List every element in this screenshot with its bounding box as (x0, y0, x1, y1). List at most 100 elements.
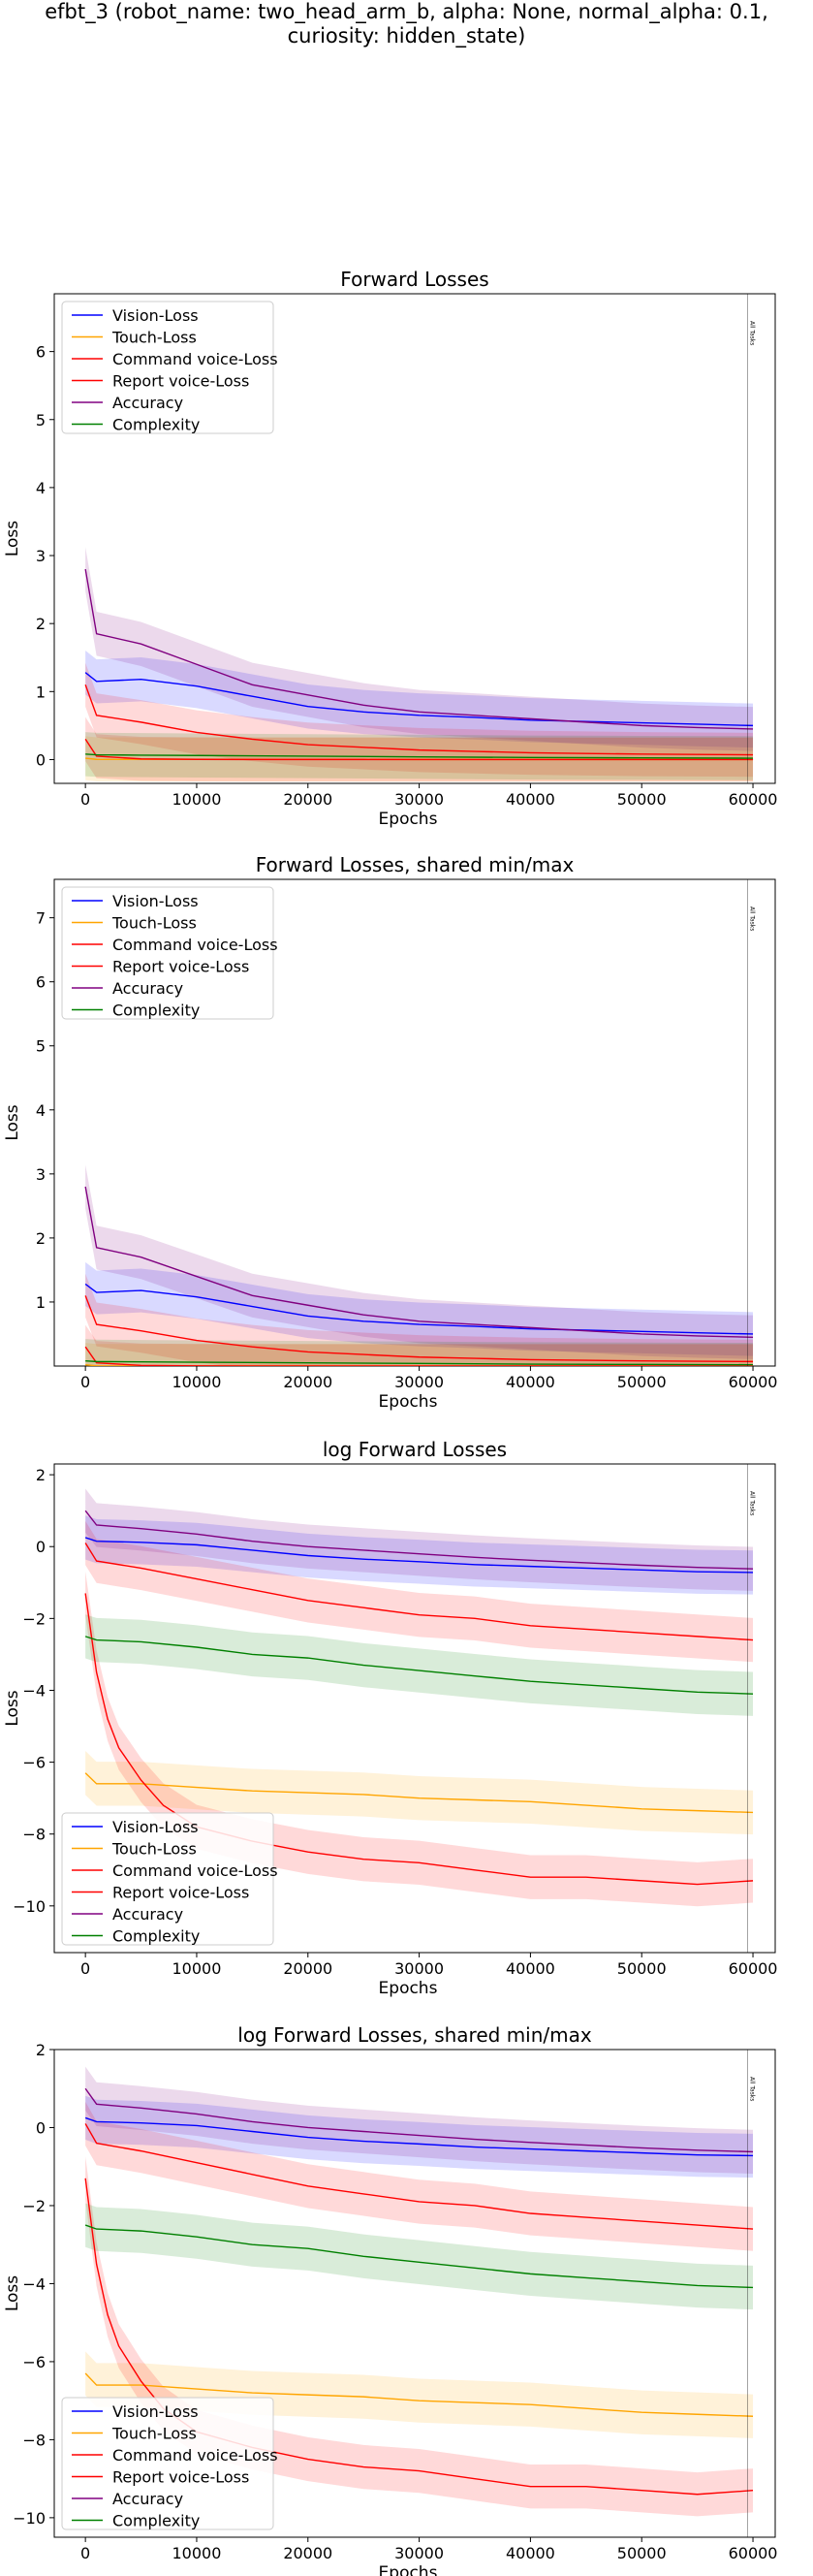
y-tick-label: −2 (22, 2197, 46, 2215)
chart-legend: Vision-Loss Touch-Loss Command voice-Loss R… (61, 1812, 278, 1946)
task-boundary-label: All Tasks (748, 1491, 755, 1515)
chart-title: Forward Losses (340, 268, 488, 291)
legend-box (61, 886, 274, 1020)
x-tick-label: 40000 (506, 1373, 555, 1391)
legend-label: Accuracy (112, 394, 183, 412)
x-tick-label: 10000 (172, 1373, 222, 1391)
suptitle-line-2: curiosity: hidden_state) (287, 24, 526, 48)
series-line-touch-loss (84, 1772, 754, 1814)
y-axis-label: Loss (3, 2275, 22, 2311)
legend-label: Touch-Loss (111, 329, 197, 347)
chart-panel-2: Forward Losses, shared min/max All Tasks 0… (3, 853, 777, 1412)
series-line-accuracy (84, 1186, 754, 1338)
y-tick-label: 6 (36, 343, 46, 362)
task-boundary-label: All Tasks (748, 906, 755, 931)
y-tick-label: 0 (36, 2118, 46, 2137)
plot-series-group (84, 1164, 754, 1366)
x-tick-label: 0 (80, 1373, 90, 1391)
series-line-accuracy (84, 2087, 754, 2153)
task-boundary-label: All Tasks (748, 321, 755, 345)
y-tick-label: 4 (36, 1101, 46, 1120)
legend-box (61, 301, 274, 434)
x-tick-label: 10000 (172, 1959, 222, 1978)
y-tick-label: −4 (22, 2274, 46, 2293)
legend-label: Command voice-Loss (112, 2446, 278, 2465)
y-tick-label: 6 (36, 973, 46, 992)
legend-box (61, 1812, 274, 1946)
y-tick-label: −8 (22, 2431, 46, 2449)
x-tick-label: 0 (80, 790, 90, 809)
legend-label: Touch-Loss (111, 1840, 197, 1859)
legend-label: Report voice-Loss (112, 1884, 249, 1902)
y-tick-label: −8 (22, 1826, 46, 1844)
y-tick-label: −6 (22, 2353, 46, 2371)
y-tick-label: 2 (36, 2041, 46, 2059)
x-tick-label: 50000 (617, 790, 667, 809)
series-band-command-voice-loss (85, 1324, 754, 1366)
series-line-report-voice-loss (84, 684, 754, 756)
task-boundary-label: All Tasks (748, 2077, 755, 2101)
chart-title: Forward Losses, shared min/max (256, 853, 575, 876)
series-line-vision-loss (84, 1283, 754, 1335)
legend-label: Accuracy (112, 1905, 183, 1924)
y-tick-label: 5 (36, 1037, 46, 1056)
series-band-accuracy (85, 547, 754, 751)
series-line-vision-loss (84, 2116, 754, 2157)
series-band-touch-loss (85, 1751, 754, 1835)
y-tick-label: 1 (36, 683, 46, 701)
y-tick-label: 0 (36, 750, 46, 769)
legend-label: Complexity (112, 416, 200, 434)
legend-label: Touch-Loss (111, 914, 197, 933)
y-tick-label: 7 (36, 909, 46, 928)
x-tick-label: 60000 (729, 2544, 778, 2562)
series-band-touch-loss (85, 2351, 754, 2438)
legend-label: Command voice-Loss (112, 350, 278, 368)
suptitle-line-1: efbt_3 (robot_name: two_head_arm_b, alph… (45, 0, 768, 23)
series-line-command-voice-loss (84, 1346, 754, 1366)
x-tick-label: 30000 (394, 2544, 444, 2562)
series-line-report-voice-loss (84, 1542, 754, 1641)
x-tick-label: 60000 (729, 1373, 778, 1391)
series-band-complexity (85, 1614, 754, 1716)
y-tick-label: −10 (13, 2509, 46, 2528)
series-band-vision-loss (85, 650, 754, 748)
y-axis-label: Loss (3, 521, 22, 557)
y-tick-label: −10 (13, 1897, 46, 1916)
legend-label: Complexity (112, 2512, 200, 2530)
x-tick-label: 60000 (729, 1959, 778, 1978)
x-tick-label: 50000 (617, 1959, 667, 1978)
legend-label: Complexity (112, 1927, 200, 1946)
series-band-complexity (85, 1339, 754, 1366)
x-tick-label: 50000 (617, 2544, 667, 2562)
x-axis-label: Epochs (379, 1979, 438, 1998)
legend-label: Command voice-Loss (112, 936, 278, 954)
x-tick-label: 10000 (172, 2544, 222, 2562)
x-tick-label: 40000 (506, 790, 555, 809)
series-band-command-voice-loss (85, 716, 754, 782)
y-tick-label: −4 (22, 1681, 46, 1700)
series-band-report-voice-loss (85, 1273, 754, 1366)
series-band-complexity (85, 732, 754, 780)
chart-title: log Forward Losses (323, 1438, 507, 1461)
y-tick-label: 3 (36, 1165, 46, 1184)
y-tick-label: 5 (36, 411, 46, 429)
series-band-report-voice-loss (85, 1520, 754, 1663)
legend-label: Vision-Loss (112, 306, 199, 325)
y-tick-label: 2 (36, 615, 46, 633)
series-line-report-voice-loss (84, 2123, 754, 2230)
chart-panel-1: Forward Losses All Tasks 0 10000 20000 30000 4… (3, 268, 777, 829)
series-line-complexity (84, 2224, 754, 2289)
series-line-vision-loss (84, 672, 754, 727)
series-band-accuracy (85, 2066, 754, 2175)
series-line-vision-loss (84, 1537, 754, 1574)
figure-suptitle: efbt_3 (robot_name: two_head_arm_b, alph… (0, 0, 813, 48)
legend-label: Report voice-Loss (112, 372, 249, 391)
series-line-command-voice-loss (84, 739, 754, 761)
x-tick-label: 30000 (394, 1373, 444, 1391)
y-axis-label: Loss (3, 1690, 22, 1726)
series-band-report-voice-loss (85, 2101, 754, 2251)
chart-panel-4: log Forward Losses, shared min/max All Ta… (3, 2023, 777, 2576)
x-tick-label: 40000 (506, 2544, 555, 2562)
series-band-vision-loss (85, 2095, 754, 2178)
